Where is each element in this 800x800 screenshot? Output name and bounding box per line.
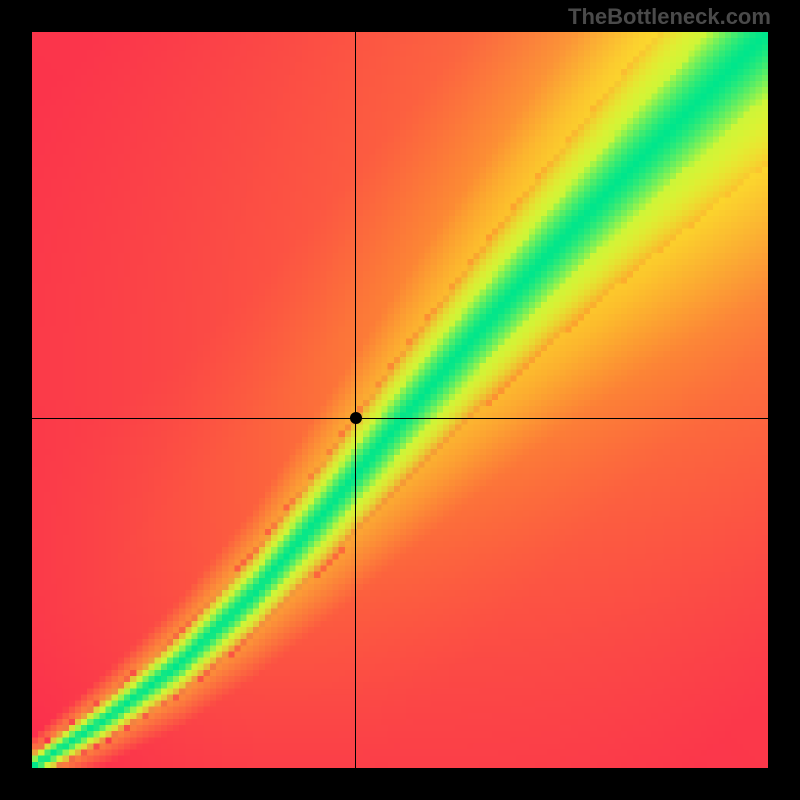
crosshair-horizontal xyxy=(32,418,768,419)
crosshair-vertical xyxy=(355,32,356,768)
watermark-text: TheBottleneck.com xyxy=(568,4,771,30)
chart-container: TheBottleneck.com xyxy=(0,0,800,800)
heatmap-canvas xyxy=(32,32,768,768)
